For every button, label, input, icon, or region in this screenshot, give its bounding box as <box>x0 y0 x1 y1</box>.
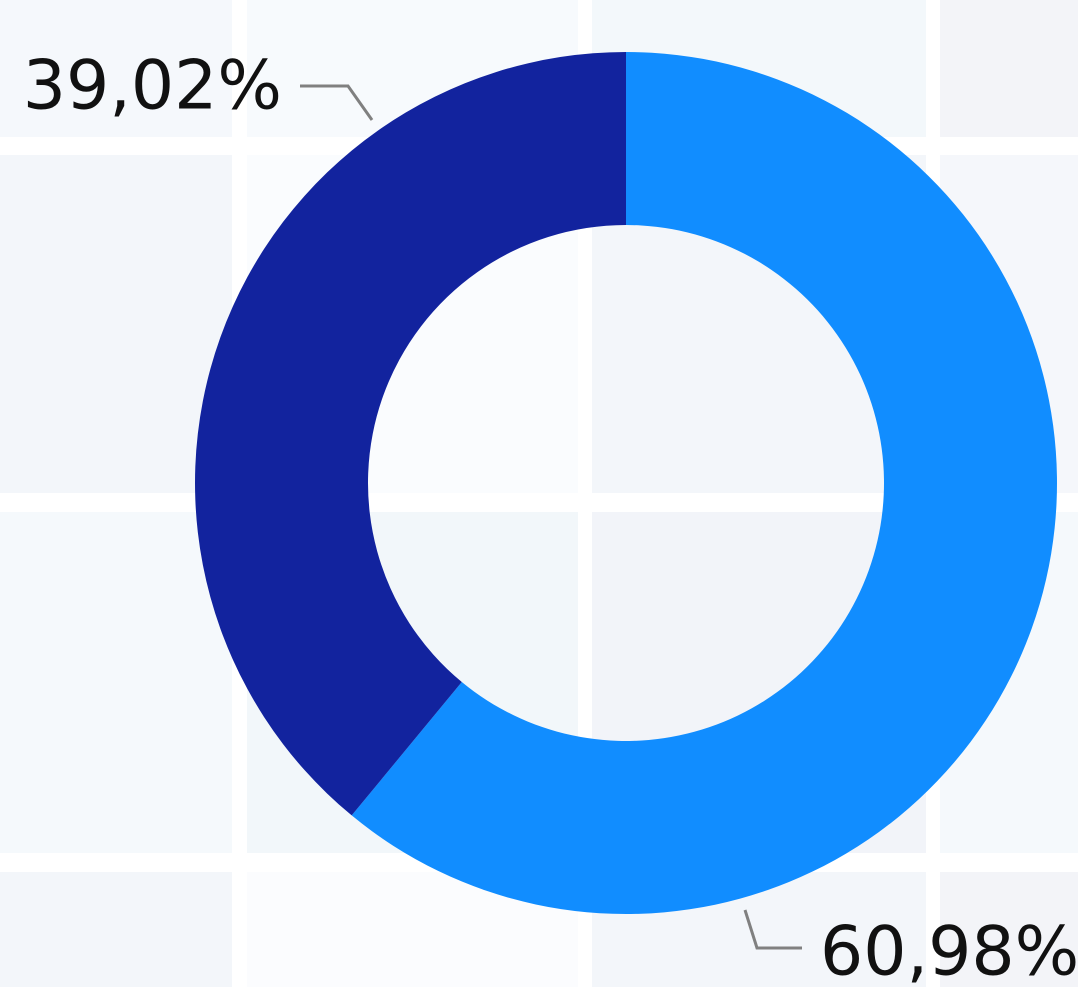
tile <box>940 0 1078 137</box>
data-label: 39,02% <box>23 47 282 126</box>
leader-line <box>300 84 374 121</box>
tile <box>940 872 1078 987</box>
tile <box>0 512 232 853</box>
leader-line <box>743 909 802 950</box>
donut-slice <box>351 52 1058 915</box>
tile <box>0 0 232 137</box>
tile <box>0 155 232 493</box>
data-label: 60,98% <box>820 913 1078 987</box>
tile <box>0 872 232 987</box>
donut-slice <box>195 52 626 816</box>
